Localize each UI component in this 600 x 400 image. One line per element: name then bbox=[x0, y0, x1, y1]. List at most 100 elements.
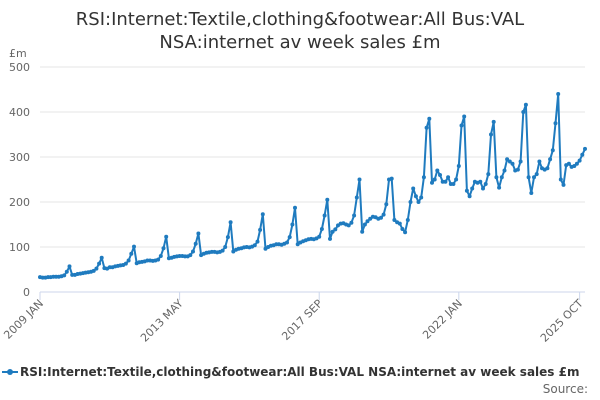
data-point[interactable] bbox=[537, 159, 542, 164]
data-point[interactable] bbox=[362, 222, 367, 227]
data-point[interactable] bbox=[389, 176, 394, 181]
data-point[interactable] bbox=[456, 164, 461, 168]
data-point[interactable] bbox=[413, 194, 418, 199]
data-point[interactable] bbox=[99, 255, 104, 260]
data-point[interactable] bbox=[494, 175, 499, 180]
data-point[interactable] bbox=[427, 116, 432, 121]
data-point[interactable] bbox=[419, 195, 424, 200]
data-point[interactable] bbox=[435, 168, 440, 173]
data-point[interactable] bbox=[392, 218, 397, 222]
data-point[interactable] bbox=[188, 253, 193, 258]
data-point[interactable] bbox=[129, 251, 134, 256]
data-point[interactable] bbox=[424, 125, 429, 130]
data-point[interactable] bbox=[574, 161, 579, 166]
data-point[interactable] bbox=[497, 185, 502, 190]
data-point[interactable] bbox=[62, 273, 67, 278]
data-point[interactable] bbox=[94, 266, 99, 271]
data-point[interactable] bbox=[252, 243, 257, 248]
data-point[interactable] bbox=[572, 164, 577, 168]
data-point[interactable] bbox=[365, 219, 370, 224]
data-point[interactable] bbox=[220, 248, 225, 253]
data-point[interactable] bbox=[416, 200, 421, 204]
data-point[interactable] bbox=[225, 235, 230, 240]
data-point[interactable] bbox=[97, 261, 102, 266]
data-point[interactable] bbox=[486, 172, 491, 177]
data-point[interactable] bbox=[432, 177, 437, 182]
data-point[interactable] bbox=[403, 230, 408, 235]
data-point[interactable] bbox=[550, 148, 555, 153]
data-point[interactable] bbox=[523, 102, 528, 107]
data-point[interactable] bbox=[478, 179, 483, 184]
data-point[interactable] bbox=[384, 202, 389, 207]
data-point[interactable] bbox=[330, 229, 335, 234]
data-point[interactable] bbox=[196, 231, 201, 236]
data-point[interactable] bbox=[464, 188, 469, 193]
data-point[interactable] bbox=[158, 254, 163, 258]
data-point[interactable] bbox=[483, 182, 488, 186]
data-point[interactable] bbox=[360, 229, 365, 234]
data-point[interactable] bbox=[518, 159, 523, 164]
data-point[interactable] bbox=[287, 235, 292, 240]
data-point[interactable] bbox=[529, 191, 534, 195]
data-point[interactable] bbox=[491, 119, 496, 124]
data-point[interactable] bbox=[132, 244, 136, 249]
data-point[interactable] bbox=[354, 195, 359, 200]
data-point[interactable] bbox=[255, 239, 260, 244]
data-point[interactable] bbox=[317, 234, 322, 239]
data-point[interactable] bbox=[260, 212, 265, 217]
data-point[interactable] bbox=[381, 212, 386, 217]
data-point[interactable] bbox=[451, 182, 456, 186]
data-point[interactable] bbox=[521, 110, 526, 114]
data-point[interactable] bbox=[443, 179, 448, 184]
legend[interactable]: RSI:Internet:Textile,clothing&footwear:A… bbox=[0, 364, 600, 382]
data-point[interactable] bbox=[193, 241, 198, 246]
data-point[interactable] bbox=[319, 227, 324, 231]
data-point[interactable] bbox=[446, 175, 451, 180]
data-point[interactable] bbox=[553, 121, 558, 126]
data-point[interactable] bbox=[379, 215, 383, 220]
data-point[interactable] bbox=[405, 218, 410, 222]
data-point[interactable] bbox=[561, 182, 566, 187]
data-point[interactable] bbox=[123, 261, 128, 266]
data-point[interactable] bbox=[156, 257, 161, 262]
data-point[interactable] bbox=[470, 186, 475, 191]
data-point[interactable] bbox=[258, 227, 263, 232]
data-point[interactable] bbox=[583, 146, 587, 151]
data-point[interactable] bbox=[325, 197, 330, 202]
data-point[interactable] bbox=[126, 258, 131, 263]
data-point[interactable] bbox=[580, 152, 585, 157]
data-point[interactable] bbox=[161, 246, 166, 251]
data-point[interactable] bbox=[346, 223, 351, 228]
data-point[interactable] bbox=[411, 186, 416, 191]
data-point[interactable] bbox=[489, 132, 493, 137]
data-point[interactable] bbox=[285, 240, 289, 245]
data-point[interactable] bbox=[290, 222, 295, 227]
data-point[interactable] bbox=[64, 269, 69, 274]
data-point[interactable] bbox=[502, 168, 507, 173]
data-point[interactable] bbox=[421, 175, 426, 180]
data-point[interactable] bbox=[534, 172, 539, 177]
data-point[interactable] bbox=[566, 161, 571, 166]
data-point[interactable] bbox=[357, 177, 362, 182]
data-point[interactable] bbox=[481, 186, 485, 191]
data-point[interactable] bbox=[400, 227, 405, 231]
data-point[interactable] bbox=[349, 220, 354, 225]
data-point[interactable] bbox=[548, 157, 553, 162]
data-point[interactable] bbox=[526, 175, 531, 180]
data-point[interactable] bbox=[577, 158, 582, 163]
data-point[interactable] bbox=[191, 249, 195, 254]
data-point[interactable] bbox=[91, 268, 96, 273]
data-point[interactable] bbox=[223, 245, 228, 249]
data-point[interactable] bbox=[67, 264, 72, 269]
data-point[interactable] bbox=[532, 175, 536, 180]
data-point[interactable] bbox=[558, 177, 563, 182]
data-point[interactable] bbox=[430, 180, 434, 185]
data-point[interactable] bbox=[228, 220, 233, 225]
data-point[interactable] bbox=[322, 213, 327, 218]
data-point[interactable] bbox=[397, 221, 402, 226]
data-point[interactable] bbox=[438, 173, 442, 177]
data-point[interactable] bbox=[515, 167, 520, 172]
data-point[interactable] bbox=[467, 194, 472, 199]
data-point[interactable] bbox=[556, 92, 561, 96]
data-point[interactable] bbox=[293, 205, 297, 210]
